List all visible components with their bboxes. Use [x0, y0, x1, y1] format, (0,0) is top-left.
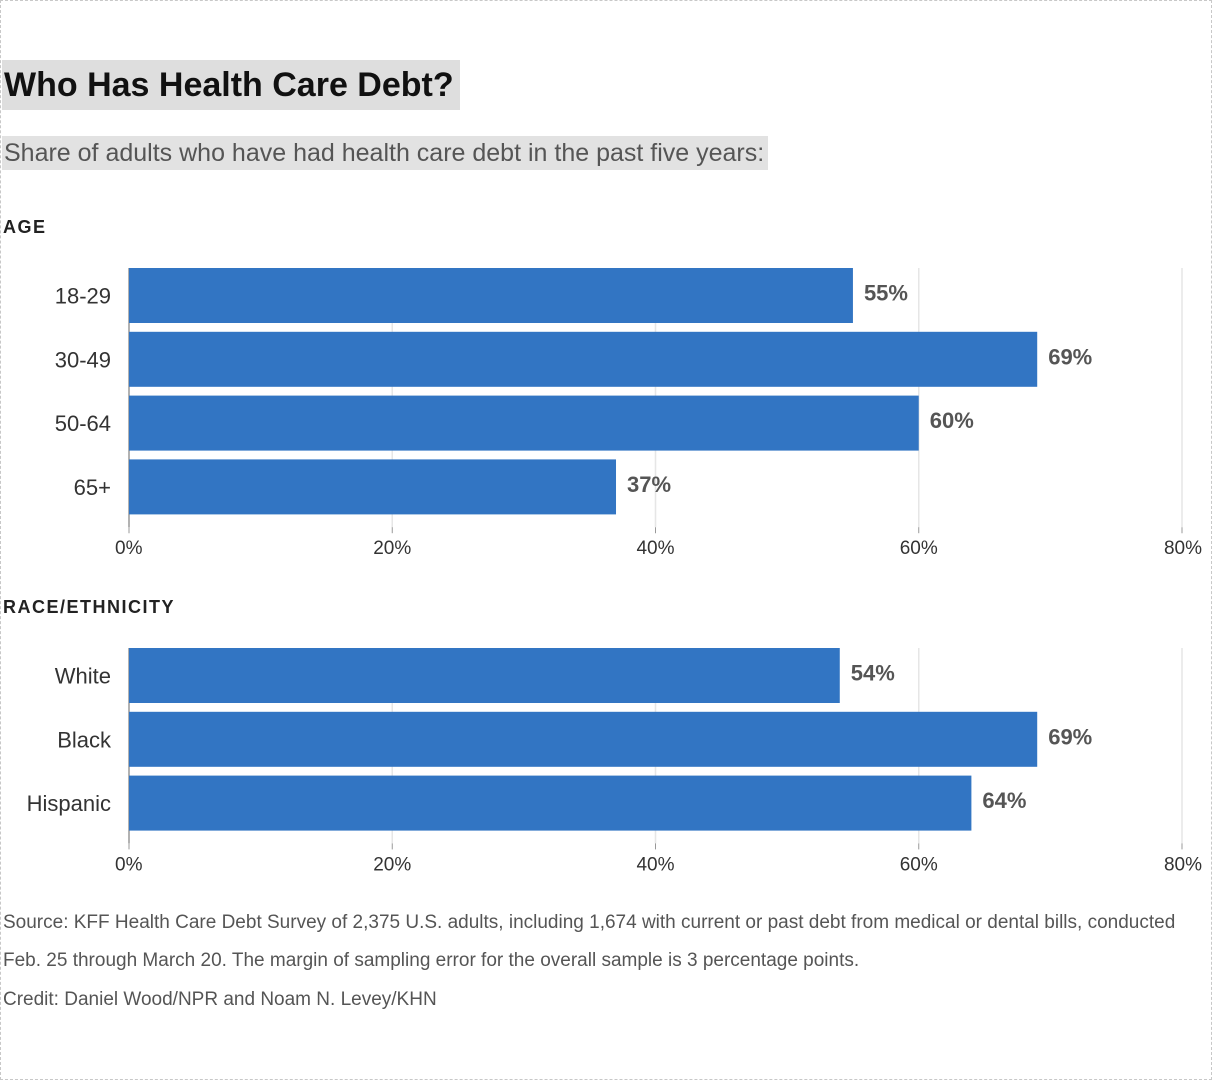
- bar: [129, 648, 840, 703]
- bar: [129, 711, 1038, 767]
- section-label-race: RACE/ETHNICITY: [3, 597, 176, 617]
- tick-label: 20%: [373, 854, 411, 875]
- race-bar-chart: White 54% Black 69% Hispanic 64% 0% 20% 40% 60% 80…: [0, 638, 1212, 879]
- data-label: 69%: [1048, 724, 1092, 749]
- bar: [129, 331, 1038, 387]
- category-label: White: [55, 664, 111, 689]
- data-label: 60%: [930, 408, 974, 433]
- category-label: 50-64: [55, 411, 111, 436]
- tick-label: 0%: [115, 538, 143, 559]
- bar: [129, 775, 972, 831]
- race-bar-chart-svg: White 54% Black 69% Hispanic 64% 0% 20% 40% 60% 80…: [27, 648, 1202, 875]
- data-label: 69%: [1048, 344, 1092, 369]
- chart-title: Who Has Health Care Debt?: [2, 60, 460, 110]
- bar: [129, 395, 919, 451]
- age-bar-chart-svg: 18-29 55% 30-49 69% 50-64 60% 65+ 37% 0% 20% 40% 60…: [55, 268, 1202, 559]
- bar: [129, 268, 853, 323]
- source-note: Source: KFF Health Care Debt Survey of 2…: [3, 912, 1176, 971]
- chart-subtitle: Share of adults who have had health care…: [2, 136, 769, 170]
- age-bar-chart: 18-29 55% 30-49 69% 50-64 60% 65+ 37% 0% 20% 40% 60…: [0, 258, 1212, 563]
- bar: [129, 459, 617, 515]
- category-label: 65+: [74, 475, 111, 500]
- tick-label: 80%: [1164, 538, 1202, 559]
- category-label: 30-49: [55, 347, 111, 372]
- category-label: 18-29: [55, 284, 111, 309]
- tick-label: 20%: [373, 538, 411, 559]
- category-label: Hispanic: [27, 791, 111, 816]
- tick-label: 60%: [900, 538, 938, 559]
- data-label: 37%: [627, 472, 671, 497]
- tick-label: 40%: [636, 854, 674, 875]
- data-label: 55%: [864, 281, 908, 306]
- credit-note: Credit: Daniel Wood/NPR and Noam N. Leve…: [3, 989, 437, 1010]
- tick-label: 60%: [900, 854, 938, 875]
- category-label: Black: [57, 727, 112, 752]
- data-label: 54%: [851, 661, 895, 686]
- data-label: 64%: [982, 788, 1026, 813]
- section-label-age: AGE: [3, 217, 47, 237]
- tick-label: 80%: [1164, 854, 1202, 875]
- tick-label: 40%: [636, 538, 674, 559]
- tick-label: 0%: [115, 854, 143, 875]
